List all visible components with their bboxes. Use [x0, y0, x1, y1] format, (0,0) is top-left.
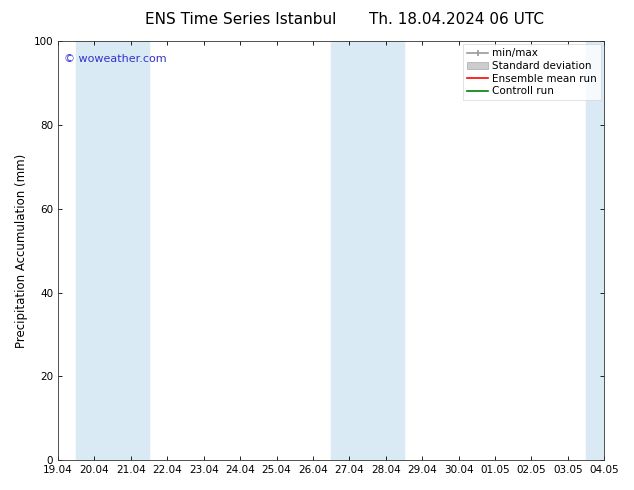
Bar	[76, 41, 149, 460]
Bar	[331, 41, 404, 460]
Y-axis label: Precipitation Accumulation (mm): Precipitation Accumulation (mm)	[15, 153, 28, 348]
Text: © woweather.com: © woweather.com	[63, 53, 166, 64]
Text: ENS Time Series Istanbul: ENS Time Series Istanbul	[145, 12, 337, 27]
Text: Th. 18.04.2024 06 UTC: Th. 18.04.2024 06 UTC	[369, 12, 544, 27]
Bar	[586, 41, 623, 460]
Legend: min/max, Standard deviation, Ensemble mean run, Controll run: min/max, Standard deviation, Ensemble me…	[463, 44, 601, 100]
